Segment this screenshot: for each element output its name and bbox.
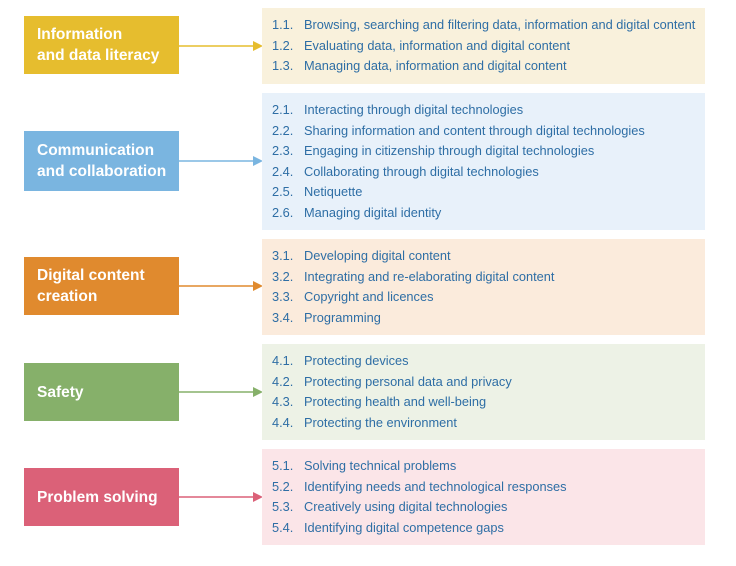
competence-text: Identifying needs and technological resp… [304, 478, 567, 494]
competence-number: 1.3. [272, 58, 294, 73]
competence-number: 5.4. [272, 519, 294, 535]
area-label-box: Safety [24, 363, 179, 421]
competence-number: 5.1. [272, 458, 294, 473]
competence-item: 3.3. Copyright and licences [272, 287, 705, 308]
competence-panel: 1.1. Browsing, searching and filtering da… [262, 8, 705, 84]
competence-number: 3.2. [272, 268, 294, 284]
competence-text: Protecting the environment [304, 414, 457, 430]
competence-item: 5.1. Solving technical problems [272, 456, 705, 477]
competence-item: 4.3. Protecting health and well-being [272, 392, 705, 413]
competence-text: Collaborating through digital technologi… [304, 163, 539, 179]
competence-text: Engaging in citizenship through digital … [304, 143, 595, 158]
competence-number: 2.2. [272, 122, 294, 138]
arrow-icon [179, 492, 263, 502]
competence-item: 3.4. Programming [272, 308, 705, 329]
competence-text: Sharing information and content through … [304, 122, 645, 138]
competence-number: 4.1. [272, 353, 294, 368]
competence-text: Solving technical problems [304, 458, 457, 473]
competence-item: 2.6. Managing digital identity [272, 203, 705, 224]
competence-text: Integrating and re-elaborating digital c… [304, 268, 555, 284]
area-label-box: Communication and collaboration [24, 131, 179, 191]
competence-number: 3.3. [272, 289, 294, 304]
competence-item: 5.3. Creatively using digital technologie… [272, 497, 705, 518]
competence-number: 2.5. [272, 184, 294, 199]
competence-text: Protecting devices [304, 353, 409, 368]
competence-number: 3.4. [272, 309, 294, 325]
competence-text: Browsing, searching and filtering data, … [304, 17, 696, 32]
area-title: Problem solving [37, 488, 158, 506]
area-title: Safety [37, 383, 84, 401]
area-label-box: Problem solving [24, 468, 179, 526]
competence-text: Managing digital identity [304, 204, 442, 220]
competence-number: 5.2. [272, 478, 294, 494]
competence-item: 3.2. Integrating and re-elaborating digit… [272, 267, 705, 288]
competence-item: 4.1. Protecting devices [272, 351, 705, 372]
arrow-icon [179, 156, 263, 166]
arrow-icon [179, 41, 263, 51]
competence-item: 1.1. Browsing, searching and filtering da… [272, 15, 705, 36]
competence-text: Protecting health and well-being [304, 394, 487, 409]
competence-item: 2.5. Netiquette [272, 182, 705, 203]
competence-item: 3.1. Developing digital content [272, 246, 705, 267]
competence-item: 1.3. Managing data, information and digit… [272, 56, 705, 77]
competence-panel: 2.1. Interacting through digital technolo… [262, 93, 705, 230]
area-label-box: Digital content creation [24, 257, 179, 315]
competence-number: 1.2. [272, 37, 294, 53]
competence-text: Developing digital content [304, 248, 451, 263]
competence-text: Programming [304, 309, 381, 325]
competence-item: 5.2. Identifying needs and technological … [272, 477, 705, 498]
competence-text: Protecting personal data and privacy [304, 373, 512, 389]
area-title: Communication and collaboration [37, 142, 167, 180]
area-label-box: Information and data literacy [24, 16, 179, 74]
competence-panel: 4.1. Protecting devices 4.2. Protecting per… [262, 344, 705, 440]
competence-text: Netiquette [304, 184, 363, 199]
competence-item: 2.2. Sharing information and content thro… [272, 121, 705, 142]
competence-number: 2.6. [272, 204, 294, 220]
competence-item: 2.1. Interacting through digital technolo… [272, 100, 705, 121]
competence-number: 1.1. [272, 17, 294, 32]
competence-item: 5.4. Identifying digital competence gaps [272, 518, 705, 539]
competence-number: 4.3. [272, 394, 294, 409]
competence-item: 2.4. Collaborating through digital techno… [272, 162, 705, 183]
competence-text: Identifying digital competence gaps [304, 519, 504, 535]
competence-item: 2.3. Engaging in citizenship through digi… [272, 141, 705, 162]
area-title: Digital content creation [37, 267, 145, 305]
competence-number: 5.3. [272, 499, 294, 514]
arrow-icon [179, 281, 263, 291]
competence-panel: 5.1. Solving technical problems 5.2. Identi… [262, 449, 705, 545]
arrow-icon [179, 387, 263, 397]
competence-number: 4.2. [272, 373, 294, 389]
competence-item: 1.2. Evaluating data, information and dig… [272, 36, 705, 57]
competence-text: Copyright and licences [304, 289, 434, 304]
competence-number: 4.4. [272, 414, 294, 430]
competence-number: 2.3. [272, 143, 294, 158]
competence-text: Managing data, information and digital c… [304, 58, 567, 73]
competence-number: 2.4. [272, 163, 294, 179]
competence-text: Evaluating data, information and digital… [304, 37, 571, 53]
competence-number: 2.1. [272, 102, 294, 117]
competence-item: 4.4. Protecting the environment [272, 413, 705, 434]
competence-item: 4.2. Protecting personal data and privacy [272, 372, 705, 393]
competence-text: Interacting through digital technologies [304, 102, 524, 117]
area-title: Information and data literacy [37, 26, 160, 64]
competence-text: Creatively using digital technologies [304, 499, 508, 514]
competence-number: 3.1. [272, 248, 294, 263]
competence-panel: 3.1. Developing digital content 3.2. Integr… [262, 239, 705, 335]
